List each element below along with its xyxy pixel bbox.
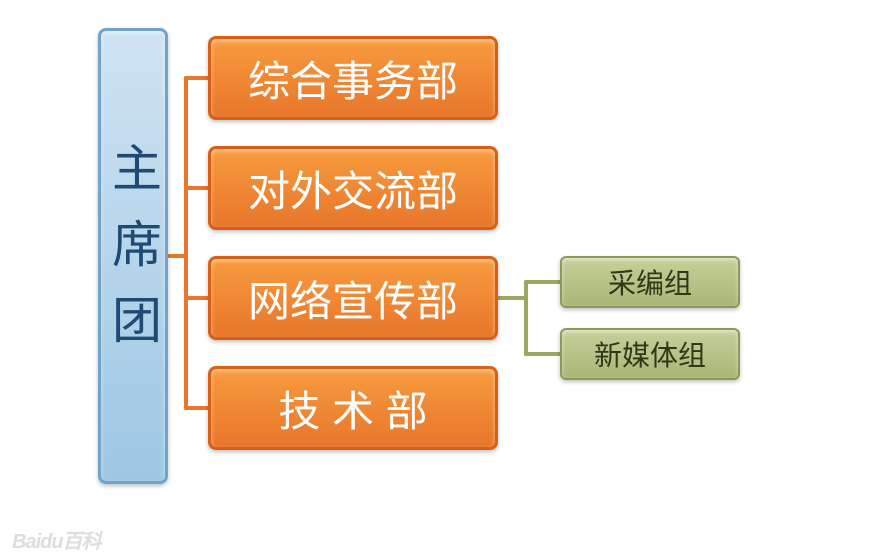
dept-node-2: 网络宣传部	[208, 256, 498, 340]
dept-node-0: 综合事务部	[208, 36, 498, 120]
dept-node-3: 技 术 部	[208, 366, 498, 450]
root-node: 主席团	[98, 28, 168, 484]
dept-node-1: 对外交流部	[208, 146, 498, 230]
sub-node-2-0: 采编组	[560, 256, 740, 308]
sub-node-2-1: 新媒体组	[560, 328, 740, 380]
watermark-text: Baidu百科	[12, 525, 101, 554]
